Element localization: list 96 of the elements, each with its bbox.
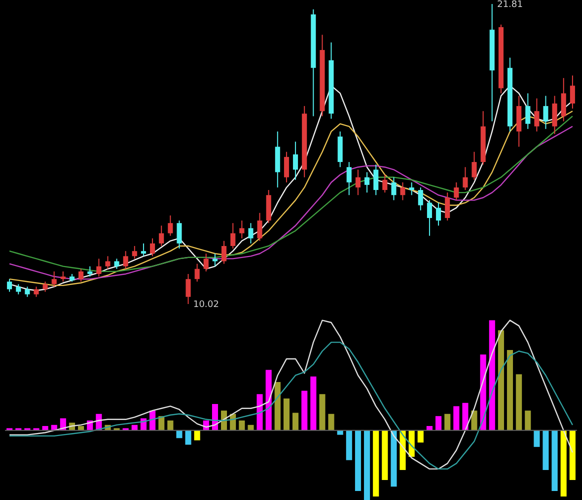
bar [292,412,298,430]
bar [506,350,513,430]
candlestick [248,222,254,244]
candlestick [194,263,200,282]
bar [560,430,567,496]
candlestick [472,151,477,180]
candlestick [114,258,120,270]
annotation: 10.02 [193,300,219,310]
bar [310,376,316,430]
bar [274,382,281,430]
candlestick [105,256,110,270]
bar [301,390,308,430]
candlestick [186,273,191,304]
candlestick [561,78,566,122]
bar [498,330,504,430]
candlestick [346,162,352,196]
bar [176,430,182,438]
bar [462,402,468,430]
bar [382,430,388,480]
candlestick [534,98,540,132]
candlestick [239,220,244,239]
candlestick [204,253,209,272]
candlestick [158,225,164,246]
bar [480,354,486,430]
candlestick [24,286,30,298]
candlestick [96,258,102,278]
candlestick [150,238,155,257]
candlestick [552,95,558,135]
candlestick [42,281,48,292]
candlestick [78,268,84,282]
candlestick [462,166,468,191]
candlestick [221,240,226,264]
candlestick [16,284,21,295]
candlestick [257,212,262,242]
bar [426,426,433,430]
candlestick [409,182,414,196]
bar [185,430,192,445]
candlestick [364,172,370,194]
bar [355,430,362,491]
bar [78,426,84,430]
bar [238,420,245,430]
bar [364,430,370,500]
bar [284,398,290,430]
candlestick [373,164,378,196]
candlestick [454,182,459,201]
candlestick [141,242,146,257]
bar [256,394,263,430]
bar [132,424,138,430]
candlestick [123,250,128,270]
candlestick [570,75,576,110]
candlestick [230,222,236,250]
candlestick [87,266,92,278]
candlestick [284,151,290,183]
bar [346,430,352,460]
bar [542,430,549,470]
bar [248,424,254,430]
bar [570,430,576,480]
candlestick [6,278,12,292]
bar [489,320,496,430]
candlestick [212,253,218,267]
candlestick [52,270,57,288]
candlestick [176,220,182,250]
bar [534,430,540,447]
candlestick [292,141,298,180]
bar [524,410,531,430]
bar [337,430,344,435]
bar [390,430,397,487]
candlestick [356,169,361,196]
bar [319,394,326,430]
bar [444,414,450,430]
bar [418,430,424,443]
bar [42,426,48,430]
candlestick [525,92,530,130]
bar [552,430,558,491]
bar [194,430,200,440]
bar [471,410,478,430]
bar [453,406,460,430]
candlestick [400,182,406,201]
annotation: 21.81 [497,0,523,10]
bar [328,414,334,430]
candlestick [132,245,138,260]
candlestick [168,214,173,236]
candlestick [427,200,432,236]
bar [266,370,272,430]
bar [372,430,379,496]
bar [435,416,442,430]
candlestick [543,95,548,130]
bar [167,420,174,430]
candlestick [382,174,388,194]
candlestick [34,286,39,298]
candlestick [60,270,66,282]
candlestick [436,202,441,226]
bar [516,374,522,430]
candlestick [444,192,450,222]
candlestick [391,176,396,201]
candlestick [418,186,424,211]
